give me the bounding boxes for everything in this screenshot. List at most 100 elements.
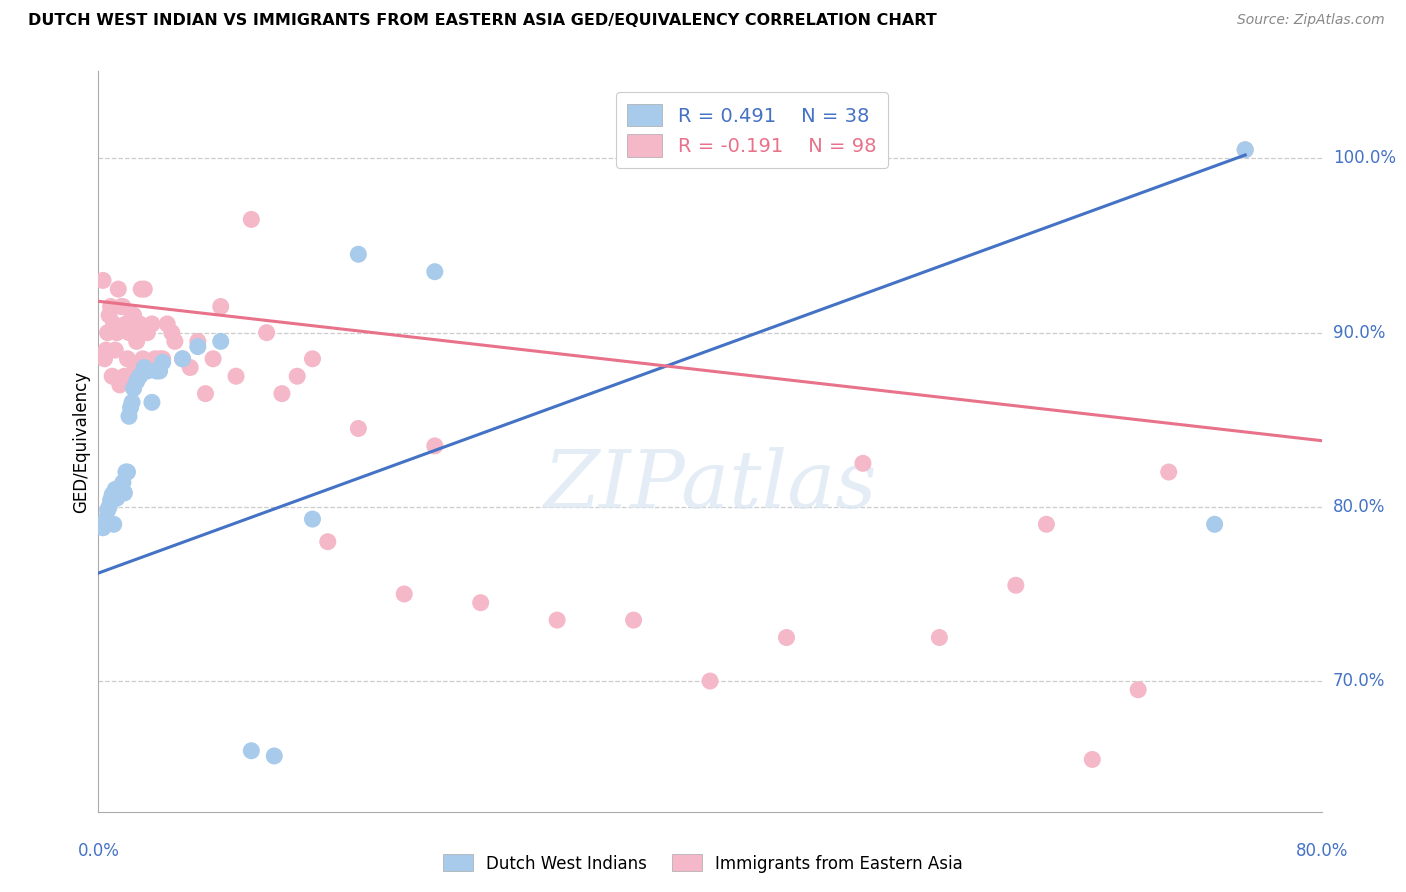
Point (347, 421, 370, 435)
Point (122, 308, 145, 322)
Point (163, 334, 186, 349)
Point (1234, 143, 1257, 157)
Point (143, 351, 166, 366)
Point (1234, 143, 1257, 157)
Text: 90.0%: 90.0% (1333, 324, 1385, 342)
Point (392, 587, 416, 601)
Point (110, 479, 132, 493)
Point (623, 613, 645, 627)
Point (127, 326, 149, 340)
Point (101, 369, 124, 384)
Point (121, 308, 143, 322)
Point (107, 282, 129, 296)
Point (129, 282, 152, 296)
Point (105, 491, 128, 505)
Point (100, 300, 122, 314)
Point (301, 512, 323, 526)
Point (118, 409, 141, 424)
Point (172, 351, 194, 366)
Point (423, 265, 446, 279)
Point (117, 351, 139, 366)
Point (98, 500, 121, 514)
Point (115, 317, 138, 331)
Point (347, 247, 370, 261)
Point (118, 326, 141, 340)
Point (225, 369, 247, 384)
Point (187, 340, 209, 354)
Point (270, 386, 292, 401)
Point (124, 360, 146, 375)
Point (122, 381, 145, 395)
Point (423, 439, 446, 453)
Point (93, 351, 115, 366)
Point (1081, 752, 1104, 766)
Point (105, 326, 128, 340)
Point (209, 334, 232, 349)
Point (156, 317, 179, 331)
Point (120, 401, 142, 415)
Point (263, 749, 285, 764)
Point (98, 308, 121, 322)
Point (134, 282, 156, 296)
Text: 80.0%: 80.0% (1295, 842, 1348, 860)
Point (107, 483, 129, 497)
Point (1035, 517, 1057, 532)
Text: 80.0%: 80.0% (1333, 498, 1385, 516)
Point (470, 596, 492, 610)
Text: 70.0%: 70.0% (1333, 672, 1385, 690)
Point (125, 334, 148, 349)
Point (104, 483, 127, 497)
Point (145, 364, 167, 378)
Point (141, 317, 163, 331)
Point (121, 395, 143, 409)
Point (256, 326, 278, 340)
Point (160, 326, 183, 340)
Point (125, 375, 148, 389)
Point (112, 369, 135, 384)
Point (775, 631, 797, 645)
Point (202, 351, 225, 366)
Point (110, 300, 132, 314)
Text: 0.0%: 0.0% (77, 842, 120, 860)
Point (128, 369, 150, 384)
Point (240, 744, 263, 758)
Point (149, 364, 172, 378)
Point (91, 273, 114, 287)
Point (97, 503, 120, 517)
Legend: Dutch West Indians, Immigrants from Eastern Asia: Dutch West Indians, Immigrants from East… (436, 847, 970, 880)
Point (139, 360, 162, 375)
Point (136, 326, 159, 340)
Point (100, 492, 122, 507)
Point (120, 369, 142, 384)
Point (134, 360, 156, 375)
Point (1157, 465, 1180, 479)
Point (172, 351, 194, 366)
Point (115, 465, 138, 479)
Text: DUTCH WEST INDIAN VS IMMIGRANTS FROM EASTERN ASIA GED/EQUIVALENCY CORRELATION CH: DUTCH WEST INDIAN VS IMMIGRANTS FROM EAS… (28, 13, 936, 29)
Point (108, 378, 131, 392)
Point (852, 456, 875, 470)
Point (240, 212, 263, 227)
Point (101, 488, 124, 502)
Point (94, 512, 117, 526)
Point (136, 364, 159, 378)
Point (149, 351, 172, 366)
Point (546, 613, 568, 627)
Point (928, 631, 950, 645)
Point (128, 317, 150, 331)
Point (103, 517, 125, 532)
Point (103, 317, 125, 331)
Point (112, 486, 135, 500)
Point (1204, 517, 1226, 532)
Point (111, 475, 134, 490)
Point (179, 360, 201, 375)
Point (301, 351, 323, 366)
Point (91, 521, 114, 535)
Y-axis label: GED/Equivalency: GED/Equivalency (72, 370, 90, 513)
Point (132, 351, 155, 366)
Point (316, 534, 339, 549)
Point (104, 343, 127, 357)
Text: Source: ZipAtlas.com: Source: ZipAtlas.com (1237, 13, 1385, 28)
Point (285, 369, 308, 384)
Point (141, 395, 163, 409)
